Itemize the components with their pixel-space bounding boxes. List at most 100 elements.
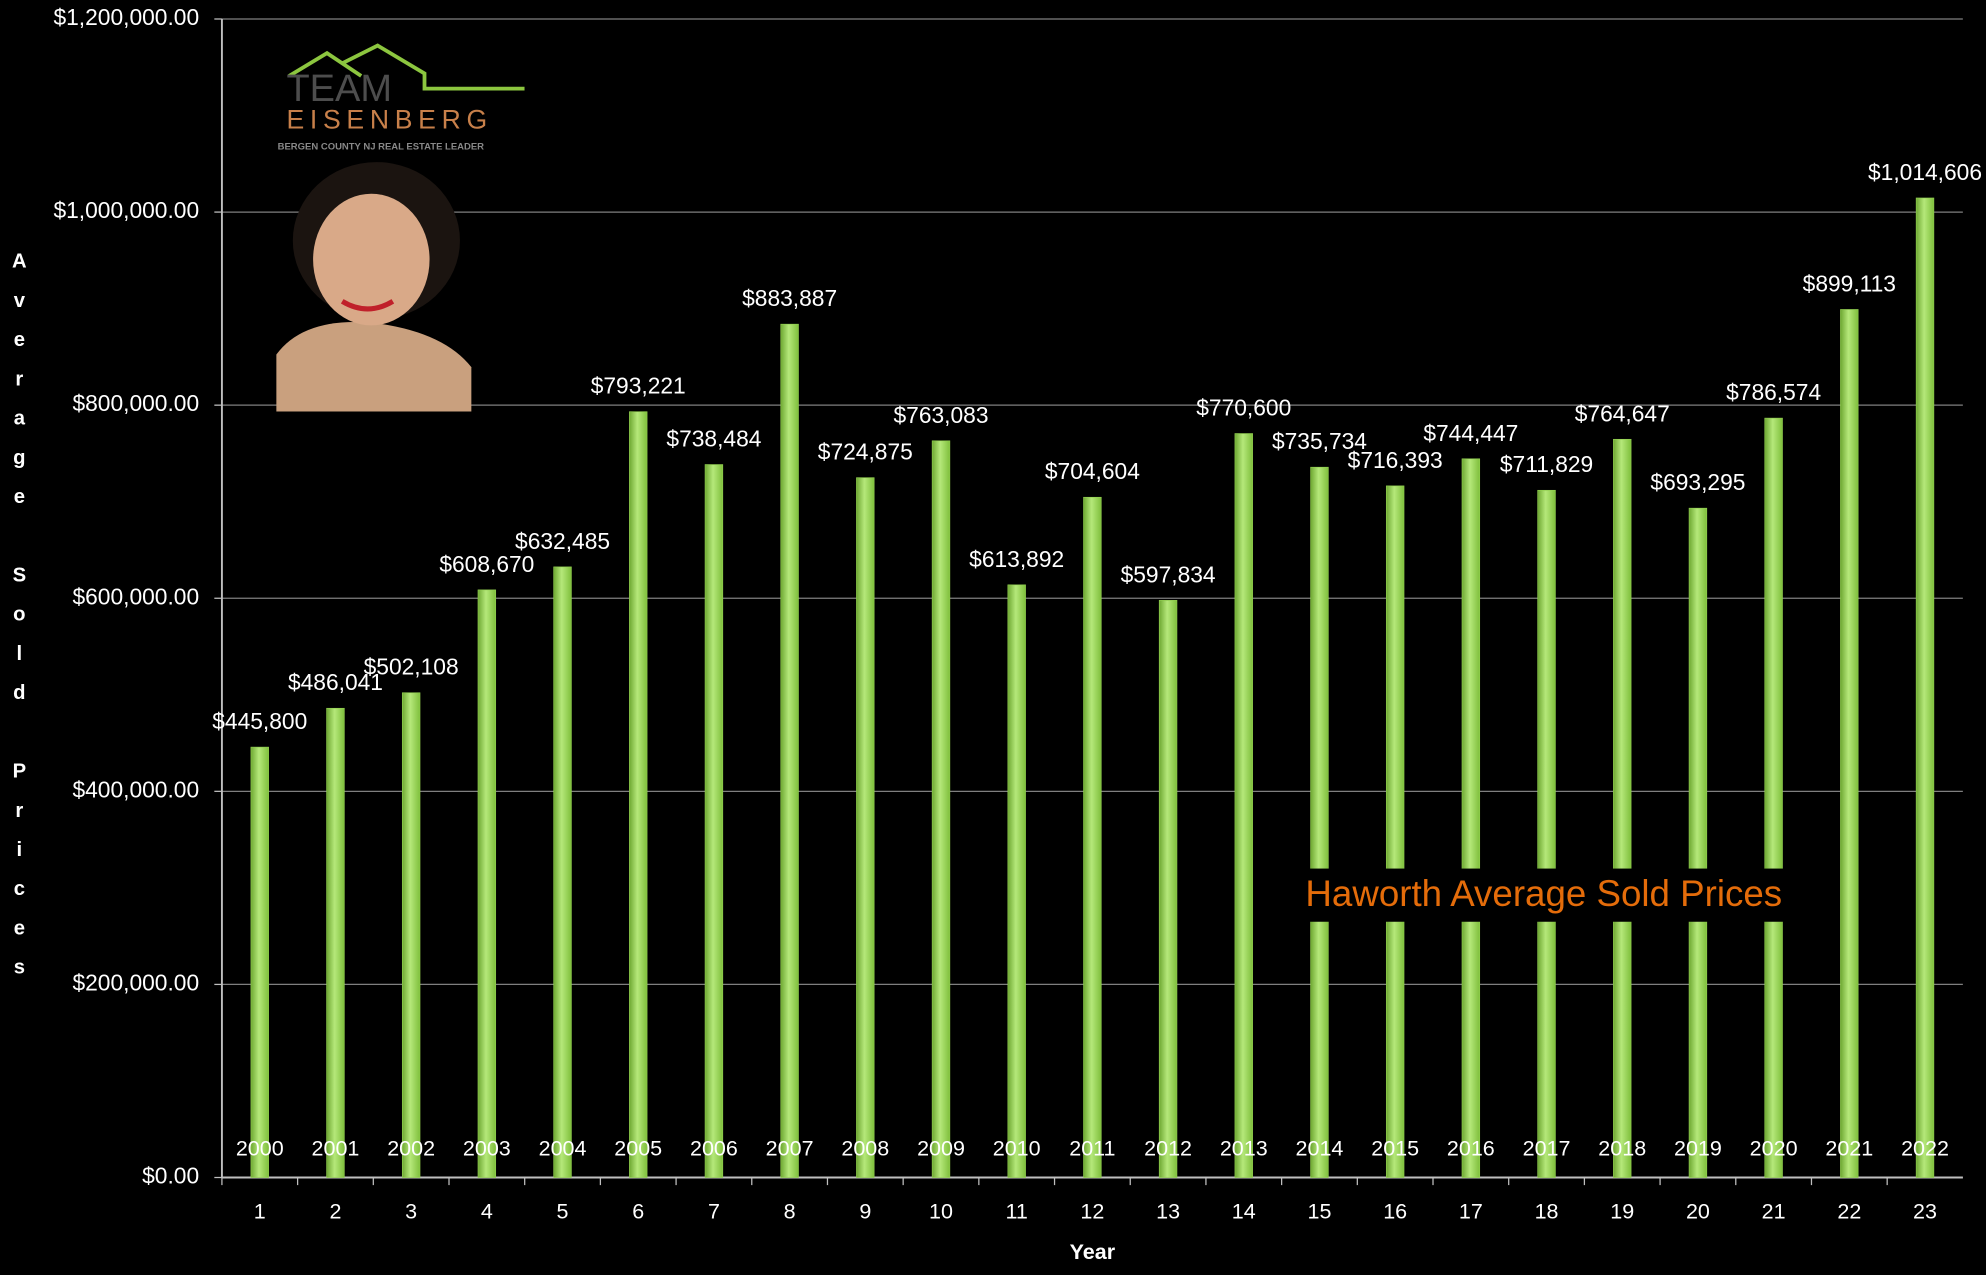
x-tick-label: 17 [1459,1200,1483,1224]
x-tick-label: 20 [1686,1200,1710,1224]
bar [1764,417,1783,1178]
y-tick-label: $200,000.00 [72,969,199,995]
value-label: $613,892 [969,546,1064,572]
x-tick-label: 9 [859,1200,871,1224]
value-label: $770,600 [1196,395,1291,421]
value-label: $711,829 [1500,451,1593,477]
bar [1158,600,1178,1178]
year-label: 2014 [1296,1136,1344,1160]
x-tick-label: 3 [405,1200,417,1224]
y-tick-label: $1,200,000.00 [53,4,199,30]
year-label: 2002 [387,1136,435,1160]
x-tick-label: 10 [929,1200,953,1224]
value-label: $632,485 [515,528,610,554]
x-tick-label: 6 [632,1200,644,1224]
portrait-smile [340,299,395,312]
year-label: 2017 [1523,1136,1571,1160]
x-tick-label: 16 [1383,1200,1407,1224]
x-tick-label: 1 [254,1200,266,1224]
y-tick-label: $1,000,000.00 [53,197,199,223]
bar [1840,309,1859,1178]
y-axis-title: Average Sold Prices [8,251,30,996]
year-label: 2000 [236,1136,284,1160]
portrait-shoulders [276,321,472,412]
y-tick-label: $600,000.00 [72,583,199,609]
bar [856,477,875,1178]
y-tick-label: $800,000.00 [72,390,199,416]
year-label: 2008 [841,1136,889,1160]
y-tick-label: $400,000.00 [72,776,199,802]
plot: $0.00 $200,000.00 $400,000.00 $600,000.00 $8… [8,4,1982,1264]
logo-text: TEAM [286,68,391,110]
bar [704,464,724,1178]
logo: TEAM EISENBERG BERGEN COUNTY NJ REAL EST… [278,43,525,152]
year-label: 2018 [1598,1136,1646,1160]
bar [1083,496,1102,1178]
bar [477,589,497,1178]
value-label: $763,083 [893,402,988,428]
year-label: 2020 [1750,1136,1798,1160]
year-label: 2013 [1220,1136,1268,1160]
portrait-face [313,193,430,326]
year-label: 2010 [993,1136,1041,1160]
logo-roof [288,50,363,78]
bar [629,411,648,1178]
year-label: 2005 [614,1136,662,1160]
year-label: 2015 [1371,1136,1419,1160]
value-label: $716,393 [1348,447,1443,473]
value-label: $786,574 [1726,379,1821,405]
bar [553,566,572,1178]
value-label: $693,295 [1650,469,1745,495]
value-label: $735,734 [1272,428,1367,454]
bar [250,746,269,1178]
year-label: 2021 [1825,1136,1873,1160]
x-tick-label: 2 [329,1200,341,1224]
x-tick-label: 14 [1232,1200,1256,1224]
year-label: 2016 [1447,1136,1495,1160]
x-tick-label: 5 [557,1200,569,1224]
bar [1461,458,1481,1178]
annotation-box [1263,868,1824,922]
value-label: $608,670 [439,551,534,577]
value-label: $486,041 [288,669,383,695]
year-label: 2006 [690,1136,738,1160]
bar [1915,197,1935,1178]
x-tick-label: 8 [784,1200,796,1224]
portrait [276,162,472,412]
value-label: $704,604 [1045,458,1140,484]
value-label: $445,800 [212,708,307,734]
year-label: 2011 [1069,1136,1115,1160]
value-label: $744,447 [1423,420,1518,446]
value-label: $597,834 [1121,561,1216,587]
year-label: 2009 [917,1136,965,1160]
x-tick-label: 19 [1610,1200,1634,1224]
value-label: $899,113 [1803,270,1896,296]
x-tick-label: 23 [1913,1200,1937,1224]
bar [1688,507,1708,1178]
value-label: $1,014,606 [1868,159,1982,185]
x-tick-label: 11 [1006,1200,1028,1224]
y-tick-label: $0.00 [142,1163,199,1189]
value-label: $793,221 [591,373,686,399]
x-tick-label: 7 [708,1200,720,1224]
x-tick-label: 15 [1308,1200,1332,1224]
bar [931,440,951,1178]
bar [1385,485,1405,1178]
value-label: $738,484 [666,426,761,452]
logo-roof [341,43,525,91]
bar [401,692,421,1178]
x-tick-label: 4 [481,1200,493,1224]
logo-tagline: BERGEN COUNTY NJ REAL ESTATE LEADER [278,141,485,152]
year-label: 2012 [1144,1136,1192,1160]
value-label: $764,647 [1575,400,1670,426]
value-label: $883,887 [742,285,837,311]
bar [1537,489,1556,1178]
x-tick-label: 22 [1837,1200,1861,1224]
bar [780,323,799,1178]
x-tick-label: 21 [1762,1200,1786,1224]
x-tick-label: 13 [1156,1200,1180,1224]
year-label: 2019 [1674,1136,1722,1160]
logo-text: EISENBERG [286,105,492,135]
